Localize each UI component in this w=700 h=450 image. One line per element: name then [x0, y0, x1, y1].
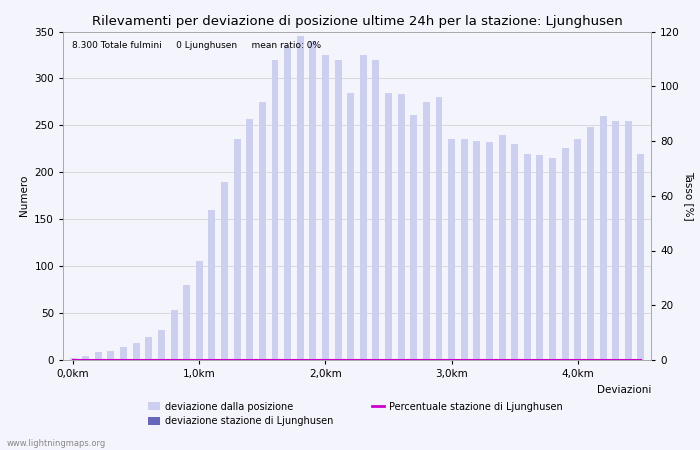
Bar [360, 55, 367, 360]
Bar [196, 261, 203, 360]
Bar [246, 119, 253, 360]
Bar [423, 102, 430, 360]
Bar [448, 140, 455, 360]
Bar [158, 330, 165, 360]
Text: 8.300 Totale fulmini     0 Ljunghusen     mean ratio: 0%: 8.300 Totale fulmini 0 Ljunghusen mean r… [72, 41, 321, 50]
Bar [549, 158, 556, 360]
Bar [95, 352, 101, 360]
Bar [297, 36, 304, 360]
Bar [410, 115, 417, 360]
Bar [120, 347, 127, 360]
Bar [625, 121, 632, 360]
Bar [272, 60, 279, 360]
Bar [587, 127, 594, 360]
Bar [524, 153, 531, 360]
Bar [309, 41, 316, 360]
Bar [221, 182, 228, 360]
Bar [461, 140, 468, 360]
Bar [574, 140, 581, 360]
Bar [347, 93, 354, 360]
Bar [82, 356, 89, 360]
Bar [69, 358, 76, 360]
Title: Rilevamenti per deviazione di posizione ultime 24h per la stazione: Ljunghusen: Rilevamenti per deviazione di posizione … [92, 14, 622, 27]
Text: www.lightningmaps.org: www.lightningmaps.org [7, 439, 106, 448]
Y-axis label: Numero: Numero [19, 175, 29, 216]
Bar [473, 141, 480, 360]
Bar [435, 97, 442, 360]
Y-axis label: Tasso [%]: Tasso [%] [684, 171, 694, 220]
Bar [146, 337, 153, 360]
Text: Deviazioni: Deviazioni [596, 385, 651, 395]
Bar [171, 310, 178, 360]
Bar [183, 285, 190, 360]
Bar [600, 116, 606, 360]
Bar [536, 155, 543, 360]
Bar [234, 140, 241, 360]
Bar [133, 343, 140, 360]
Bar [486, 142, 493, 360]
Bar [511, 144, 518, 360]
Bar [398, 94, 405, 360]
Bar [322, 55, 329, 360]
Bar [335, 60, 342, 360]
Bar [108, 351, 114, 360]
Bar [638, 153, 645, 360]
Bar [612, 121, 619, 360]
Bar [284, 45, 291, 360]
Bar [259, 102, 266, 360]
Bar [561, 148, 568, 360]
Bar [498, 135, 505, 360]
Bar [372, 60, 379, 360]
Bar [209, 210, 216, 360]
Bar [385, 93, 392, 360]
Legend: deviazione dalla posizione, deviazione stazione di Ljunghusen, Percentuale stazi: deviazione dalla posizione, deviazione s… [144, 398, 566, 430]
